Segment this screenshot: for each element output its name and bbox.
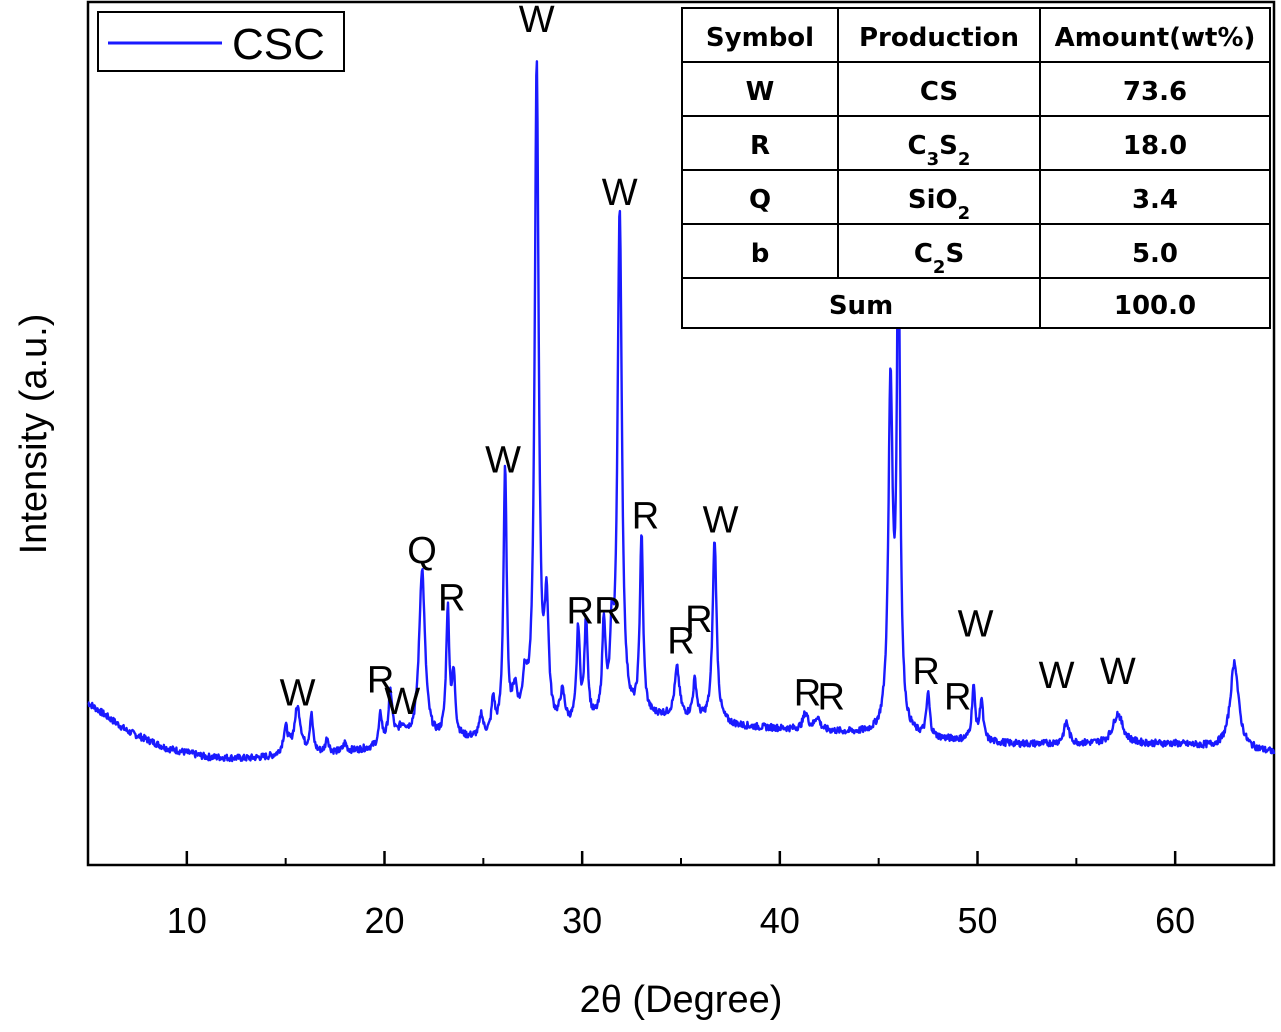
legend: CSC xyxy=(97,11,345,72)
table-header-cell: Production xyxy=(859,23,1019,53)
peak-label: R xyxy=(667,621,694,663)
peak-label: W xyxy=(703,500,739,542)
peak-label: R xyxy=(367,659,394,701)
table-header-cell: Amount(wt%) xyxy=(1055,23,1256,53)
peak-label: W xyxy=(485,439,521,481)
peak-label: W xyxy=(384,681,420,723)
inset-table-frame xyxy=(681,7,1271,329)
peak-label: R xyxy=(912,651,939,693)
x-tick-label: 60 xyxy=(1155,900,1195,941)
table-cell-amount: 3.4 xyxy=(1132,185,1178,215)
table-cell-symbol: b xyxy=(751,239,770,269)
table-cell-production: CS xyxy=(920,77,958,107)
table-cell-symbol: R xyxy=(750,131,770,161)
peak-label: W xyxy=(1100,651,1136,693)
x-tick-label: 20 xyxy=(364,900,404,941)
table-sum-value: 100.0 xyxy=(1114,291,1196,321)
peak-label: R xyxy=(523,0,550,2)
peak-label: R xyxy=(594,590,621,632)
table-cell-production: SiO2 xyxy=(908,185,970,224)
series-line-csc xyxy=(87,60,1276,763)
plot-area xyxy=(87,60,1276,763)
x-tick-label: 50 xyxy=(957,900,997,941)
table-cell-amount: 73.6 xyxy=(1123,77,1187,107)
table-cell-amount: 18.0 xyxy=(1123,131,1187,161)
peak-label: Q xyxy=(407,530,437,572)
x-axis-ticks: 10 20 30 40 50 60 xyxy=(87,851,1275,941)
peak-label: R xyxy=(438,577,465,619)
table-sum-label: Sum xyxy=(829,291,893,321)
peak-label: W xyxy=(280,672,316,714)
peak-label: R xyxy=(632,495,659,537)
peak-label: R xyxy=(794,672,821,714)
table-header-cell: Symbol xyxy=(706,23,814,53)
legend-label-csc: CSC xyxy=(232,20,325,69)
peak-label: W xyxy=(1039,655,1075,697)
x-tick-label: 40 xyxy=(760,900,800,941)
peak-label: R xyxy=(818,677,845,719)
table-cell-production: C2S xyxy=(914,239,964,278)
peak-label: R xyxy=(685,599,712,641)
table-cell-production: C3S2 xyxy=(908,131,971,170)
table-cell-symbol: Q xyxy=(749,185,771,215)
x-tick-label: 10 xyxy=(167,900,207,941)
table-cell-symbol: W xyxy=(746,77,775,107)
x-axis-title: 2θ (Degree) xyxy=(580,979,783,1021)
peak-label: R xyxy=(944,677,971,719)
peak-label: W xyxy=(958,603,994,645)
y-axis-title: Intensity (a.u.) xyxy=(13,314,55,555)
inset-table: Symbol Production Amount(wt%) W CS 73.6 R C3S2 1… xyxy=(681,7,1271,329)
x-tick-label: 30 xyxy=(562,900,602,941)
peak-label: W xyxy=(519,0,555,41)
table-cell-amount: 5.0 xyxy=(1132,239,1178,269)
peak-label: W xyxy=(602,172,638,214)
peak-label: R xyxy=(566,590,593,632)
